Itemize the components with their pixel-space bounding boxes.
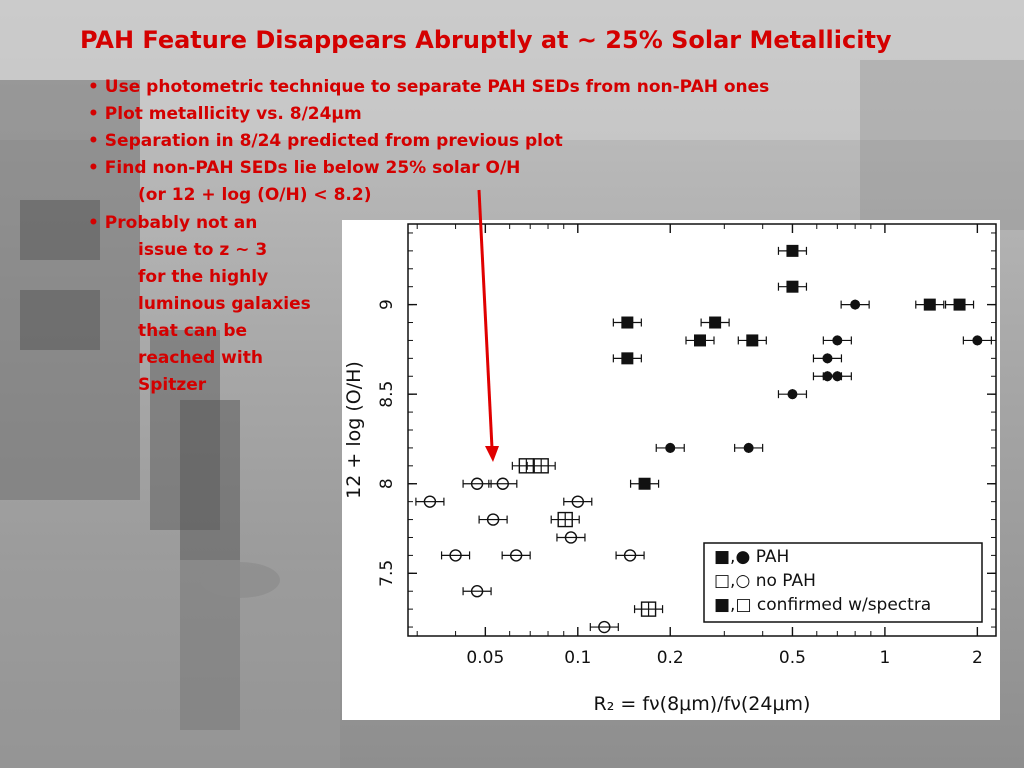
x-axis-label: R₂ = fν(8μm)/fν(24μm) bbox=[594, 693, 811, 715]
marker-filled-circle bbox=[743, 442, 754, 453]
bullet-4-text: Find non-PAH SEDs lie below 25% solar O/… bbox=[104, 158, 521, 178]
data-point-open-square bbox=[550, 511, 580, 528]
marker-filled-square bbox=[746, 334, 759, 347]
marker-filled-circle bbox=[665, 442, 676, 453]
marker-filled-square bbox=[923, 298, 936, 311]
data-point-filled-circle bbox=[655, 442, 685, 453]
marker-filled-square bbox=[953, 298, 966, 311]
marker-filled-square bbox=[786, 244, 799, 257]
bullet-5-line-6: reached with bbox=[138, 348, 263, 368]
data-point-filled-square bbox=[612, 316, 642, 329]
legend: ■,● PAH □,○ no PAH ■,□ confirmed w/spect… bbox=[703, 542, 983, 623]
marker-filled-square bbox=[694, 334, 707, 347]
data-point-filled-circle bbox=[822, 335, 852, 346]
y-tick-label: 8 bbox=[377, 478, 397, 489]
data-point-filled-square bbox=[612, 352, 642, 365]
data-point-filled-circle bbox=[840, 299, 870, 310]
bullet-5-line-3: for the highly bbox=[138, 267, 269, 287]
marker-filled-square bbox=[638, 477, 651, 490]
data-point-filled-square bbox=[685, 334, 715, 347]
x-tick-label: 1 bbox=[879, 648, 890, 668]
data-point-open-circle bbox=[440, 549, 471, 562]
x-tick-label: 0.5 bbox=[779, 648, 806, 668]
marker-filled-square bbox=[621, 352, 634, 365]
bullet-5: • Probably not an bbox=[88, 213, 258, 233]
data-point-filled-circle bbox=[777, 389, 808, 400]
y-tick-label: 7.5 bbox=[377, 560, 397, 587]
y-tick-label: 8.5 bbox=[377, 381, 397, 408]
data-point-filled-square bbox=[777, 280, 808, 293]
slide-title: PAH Feature Disappears Abruptly at ~ 25%… bbox=[80, 26, 892, 54]
legend-entry-pah: ■,● PAH bbox=[714, 547, 789, 567]
bullet-4: • Find non-PAH SEDs lie below 25% solar … bbox=[88, 158, 521, 178]
data-point-open-circle bbox=[478, 513, 508, 526]
bullet-4-continuation: (or 12 + log (O/H) < 8.2) bbox=[138, 185, 372, 205]
x-tick-label: 0.05 bbox=[466, 648, 504, 668]
data-point-open-circle bbox=[488, 477, 518, 490]
marker-filled-circle bbox=[972, 335, 983, 346]
data-point-filled-square bbox=[737, 334, 767, 347]
x-tick-label: 2 bbox=[972, 648, 983, 668]
data-point-open-circle bbox=[589, 620, 619, 634]
data-point-filled-square bbox=[700, 316, 730, 329]
chart-panel: 0.05 0.1 0.2 0.5 1 2 7.5 8 8.5 9 R₂ = fν(8μm)/fν(… bbox=[342, 220, 1000, 720]
bullet-3-text: Separation in 8/24 predicted from previo… bbox=[104, 131, 563, 151]
data-point-filled-circle bbox=[822, 371, 852, 382]
data-points bbox=[415, 244, 992, 634]
data-point-filled-square bbox=[629, 477, 660, 490]
x-tick-label: 0.2 bbox=[657, 648, 684, 668]
data-point-open-square bbox=[526, 458, 556, 474]
bullet-1-text: Use photometric technique to separate PA… bbox=[104, 77, 770, 97]
data-point-filled-square bbox=[777, 244, 808, 257]
data-point-open-circle bbox=[415, 495, 445, 508]
marker-filled-circle bbox=[832, 371, 843, 382]
scatter-chart: 0.05 0.1 0.2 0.5 1 2 7.5 8 8.5 9 R₂ = fν(8μm)/fν(… bbox=[343, 223, 997, 715]
legend-entry-confirmed: ■,□ confirmed w/spectra bbox=[714, 595, 931, 615]
bullet-5-line-7: Spitzer bbox=[138, 375, 207, 395]
y-axis-label: 12 + log (O/H) bbox=[343, 361, 365, 499]
data-point-open-circle bbox=[501, 549, 531, 562]
data-point-open-circle bbox=[462, 477, 492, 490]
marker-filled-circle bbox=[832, 335, 843, 346]
legend-box bbox=[703, 542, 983, 623]
data-point-open-square bbox=[633, 601, 664, 617]
marker-filled-circle bbox=[850, 299, 861, 310]
bullet-5-line-1: Probably not an bbox=[104, 213, 258, 233]
marker-filled-square bbox=[709, 316, 722, 329]
bullet-5-line-2: issue to z ~ 3 bbox=[138, 240, 268, 260]
bullet-5-line-5: that can be bbox=[138, 321, 248, 341]
data-point-open-circle bbox=[462, 585, 492, 598]
bullet-2: • Plot metallicity vs. 8/24μm bbox=[88, 104, 362, 124]
data-point-filled-square bbox=[944, 298, 975, 311]
data-point-open-circle bbox=[615, 549, 645, 562]
bullet-5-line-4: luminous galaxies bbox=[138, 294, 311, 314]
data-point-open-circle bbox=[556, 531, 586, 544]
data-point-open-circle bbox=[563, 495, 593, 508]
data-point-filled-circle bbox=[962, 335, 992, 346]
data-point-filled-square bbox=[915, 298, 945, 311]
x-tick-label: 0.1 bbox=[564, 648, 591, 668]
marker-filled-square bbox=[786, 280, 799, 293]
legend-entry-no-pah: □,○ no PAH bbox=[714, 571, 816, 591]
bullet-2-text: Plot metallicity vs. 8/24μm bbox=[104, 104, 362, 124]
y-tick-label: 9 bbox=[377, 299, 397, 310]
data-point-filled-circle bbox=[812, 353, 843, 364]
bullet-1: • Use photometric technique to separate … bbox=[88, 77, 770, 97]
marker-filled-circle bbox=[822, 353, 833, 364]
bullet-3: • Separation in 8/24 predicted from prev… bbox=[88, 131, 563, 151]
data-point-filled-circle bbox=[734, 442, 764, 453]
marker-filled-circle bbox=[787, 389, 798, 400]
marker-filled-square bbox=[621, 316, 634, 329]
